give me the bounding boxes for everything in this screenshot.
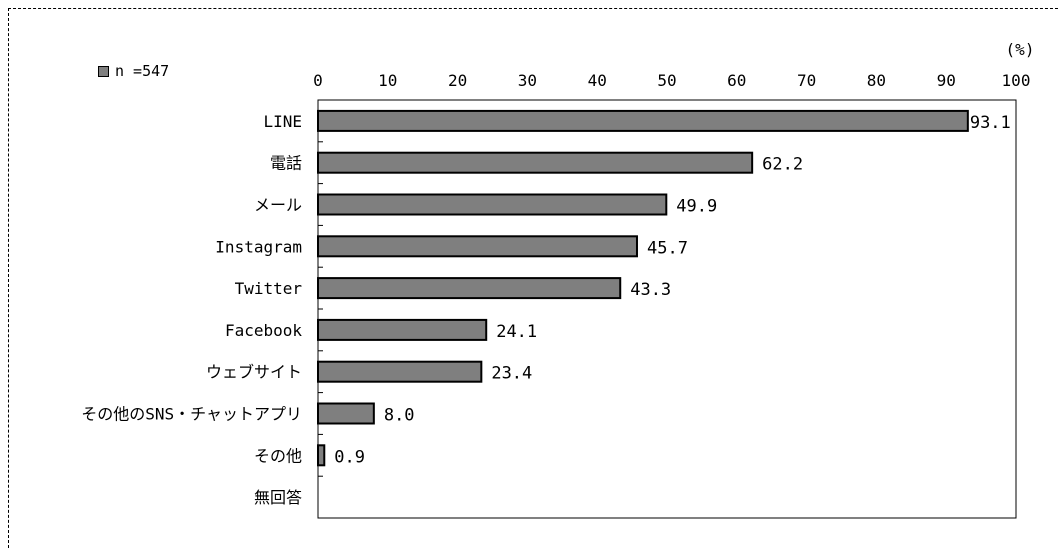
- category-label: その他のSNS・チャットアプリ: [81, 405, 302, 424]
- x-tick-label: 30: [518, 71, 537, 90]
- legend: n =547: [98, 62, 169, 80]
- category-label: Facebook: [225, 321, 302, 340]
- category-label: 電話: [270, 154, 302, 173]
- legend-label: n =547: [115, 62, 170, 80]
- x-tick-label: 60: [727, 71, 746, 90]
- dashed-frame: [8, 8, 1059, 548]
- value-label: 0.9: [334, 447, 365, 467]
- bar: [317, 402, 375, 425]
- category-label: Twitter: [235, 279, 303, 298]
- category-label: その他: [254, 446, 302, 465]
- value-label: 45.7: [647, 238, 688, 258]
- bar: [317, 277, 622, 300]
- value-label: 49.9: [676, 197, 717, 217]
- category-label: Instagram: [215, 237, 302, 256]
- bar: [317, 318, 488, 341]
- x-tick-label: 0: [313, 71, 323, 90]
- value-label: 23.4: [491, 364, 532, 384]
- value-label: 24.1: [496, 322, 537, 342]
- bar-chart: 0 10 20 30 40 50 60 70 80 90 100 LINE 93.1 電話 62.2 メール…: [81, 40, 1035, 519]
- value-label: 62.2: [762, 155, 803, 175]
- legend-swatch-icon: [98, 65, 109, 77]
- value-label: 8.0: [384, 406, 415, 426]
- x-tick-label: 20: [448, 71, 467, 90]
- category-label: LINE: [263, 112, 302, 131]
- bar: [317, 193, 668, 216]
- bar: [317, 109, 969, 132]
- x-tick-label: 10: [378, 71, 397, 90]
- bar: [317, 151, 754, 174]
- value-label: 43.3: [630, 280, 671, 300]
- x-tick-label: 50: [657, 71, 676, 90]
- x-tick-label: 90: [937, 71, 956, 90]
- category-label: 無回答: [254, 488, 302, 507]
- unit-label: (%): [1006, 40, 1035, 59]
- bar: [317, 360, 483, 383]
- category-label: メール: [254, 196, 302, 215]
- x-tick-label: 100: [1002, 71, 1031, 90]
- bar: [317, 444, 326, 467]
- bar: [317, 235, 638, 258]
- x-tick-label: 80: [867, 71, 886, 90]
- x-tick-label: 40: [588, 71, 607, 90]
- value-label: 93.1: [970, 113, 1011, 133]
- category-label: ウェブサイト: [206, 363, 302, 382]
- x-tick-label: 70: [797, 71, 816, 90]
